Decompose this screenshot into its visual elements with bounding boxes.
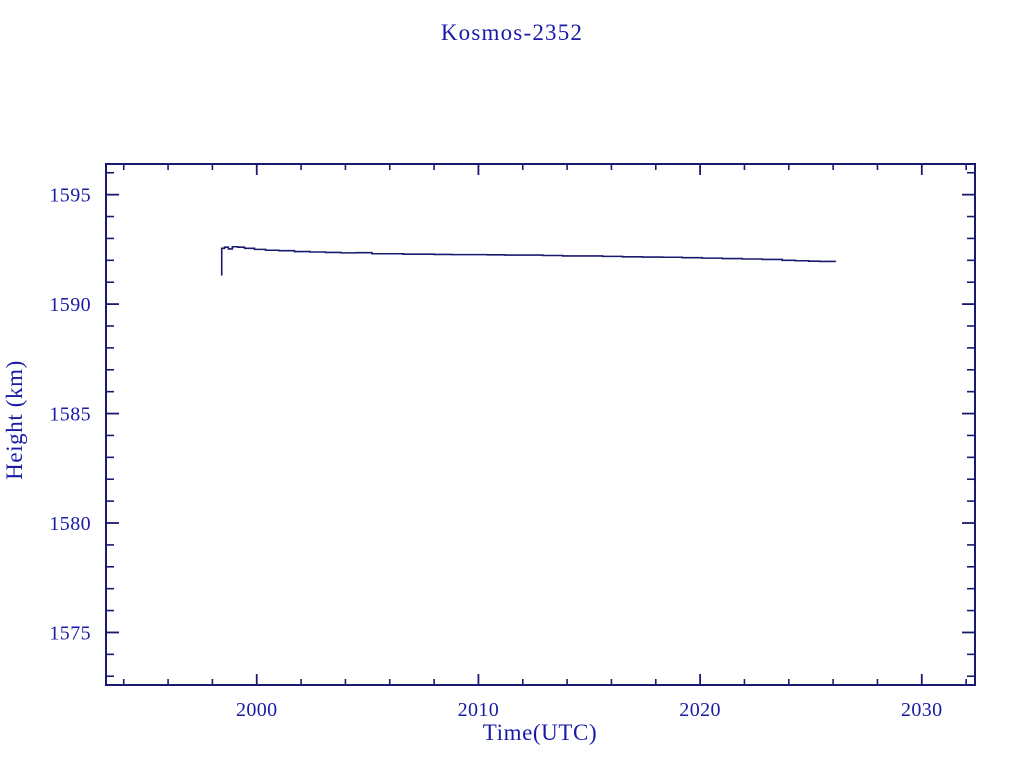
x-axis-ticks — [122, 164, 967, 685]
x-tick-label: 2010 — [458, 699, 500, 721]
y-tick-label: 1590 — [49, 294, 91, 316]
y-tick-label: 1595 — [49, 185, 91, 207]
x-tick-label: 2000 — [236, 699, 278, 721]
y-tick-label: 1575 — [49, 622, 91, 644]
x-tick-label: 2020 — [679, 699, 721, 721]
data-series-group — [220, 245, 837, 276]
x-tick-label: 2030 — [901, 699, 943, 721]
y-axis-title: Height (km) — [2, 360, 27, 480]
x-axis-tick-labels: 2000 2010 2020 2030 — [236, 699, 943, 721]
series-line-kosmos-2352 — [220, 245, 837, 276]
y-tick-label: 1585 — [49, 404, 91, 426]
x-axis-title: Time(UTC) — [483, 720, 597, 745]
y-tick-label: 1580 — [49, 513, 91, 535]
y-axis-ticks — [106, 171, 975, 678]
chart-title: Kosmos-2352 — [441, 20, 583, 45]
axis-frame — [105, 163, 976, 686]
y-axis-tick-labels: 1575 1580 1585 1590 1595 — [49, 185, 91, 645]
